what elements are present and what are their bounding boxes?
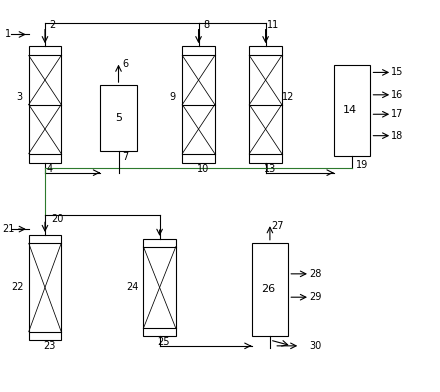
Text: 29: 29: [309, 292, 321, 302]
Text: 20: 20: [51, 214, 63, 223]
Text: 7: 7: [122, 152, 128, 162]
FancyBboxPatch shape: [252, 243, 288, 336]
Text: 24: 24: [126, 283, 139, 292]
Text: 27: 27: [271, 221, 284, 231]
Text: 25: 25: [158, 337, 170, 347]
Text: 21: 21: [2, 224, 14, 234]
Text: 1: 1: [5, 29, 11, 40]
FancyBboxPatch shape: [249, 46, 282, 163]
Text: 3: 3: [16, 92, 22, 102]
FancyBboxPatch shape: [143, 239, 176, 336]
FancyBboxPatch shape: [29, 46, 61, 163]
FancyBboxPatch shape: [182, 46, 215, 163]
Text: 5: 5: [115, 113, 122, 123]
Text: 9: 9: [170, 92, 176, 102]
Text: 11: 11: [267, 20, 279, 30]
Text: 8: 8: [203, 20, 209, 30]
Text: 14: 14: [343, 105, 357, 115]
Text: 19: 19: [356, 160, 368, 170]
Text: 4: 4: [46, 164, 52, 174]
Text: 22: 22: [12, 283, 24, 292]
Text: 23: 23: [43, 341, 55, 351]
Text: 15: 15: [391, 67, 403, 78]
Text: 26: 26: [260, 285, 275, 294]
Text: 6: 6: [122, 59, 128, 69]
Text: 28: 28: [309, 269, 321, 279]
Text: 10: 10: [197, 164, 209, 174]
FancyBboxPatch shape: [334, 65, 370, 156]
FancyBboxPatch shape: [100, 85, 137, 151]
Text: 13: 13: [264, 164, 276, 174]
Text: 16: 16: [391, 90, 403, 100]
Text: 18: 18: [391, 131, 403, 141]
Text: 2: 2: [50, 20, 56, 30]
Text: 30: 30: [309, 341, 321, 351]
FancyBboxPatch shape: [29, 235, 61, 340]
Text: 17: 17: [391, 109, 403, 119]
Text: 12: 12: [282, 92, 294, 102]
